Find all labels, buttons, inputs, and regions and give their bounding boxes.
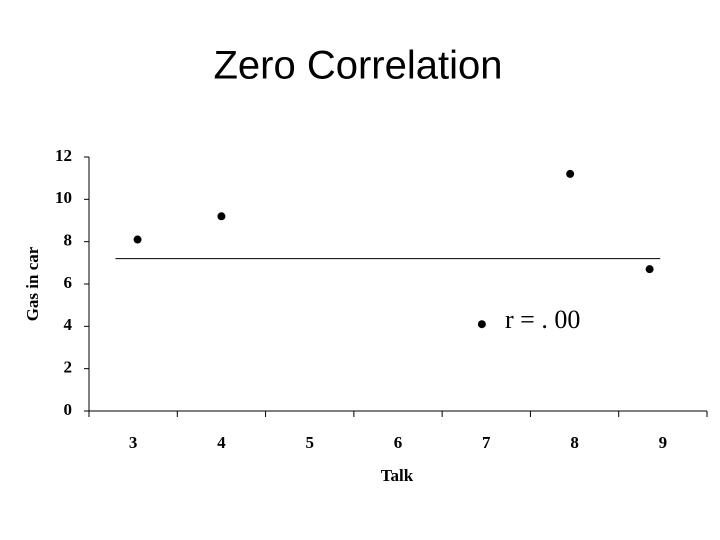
x-tick-label: 5 <box>305 433 314 452</box>
x-tick-label: 6 <box>394 433 403 452</box>
x-tick-label: 3 <box>129 433 138 452</box>
x-tick-label: 4 <box>217 433 226 452</box>
y-axis-label: Gas in car <box>23 246 42 321</box>
x-tick-label: 8 <box>570 433 579 452</box>
x-axis-label: Talk <box>381 466 414 485</box>
y-tick-label: 4 <box>64 315 73 334</box>
point <box>566 169 575 178</box>
point <box>477 320 486 329</box>
point <box>645 265 654 274</box>
y-tick-label: 12 <box>55 146 72 165</box>
x-tick-label: 7 <box>482 433 491 452</box>
y-tick-label: 8 <box>64 231 73 250</box>
y-tick-label: 10 <box>55 188 72 207</box>
y-tick-label: 6 <box>64 273 73 292</box>
point <box>133 235 142 244</box>
y-tick-label: 0 <box>64 400 73 419</box>
x-tick-label: 9 <box>659 433 668 452</box>
point <box>217 212 226 221</box>
annotation: r = . 00 <box>505 305 580 334</box>
y-tick-label: 2 <box>64 358 73 377</box>
chart-title: Zero Correlation <box>213 44 502 88</box>
